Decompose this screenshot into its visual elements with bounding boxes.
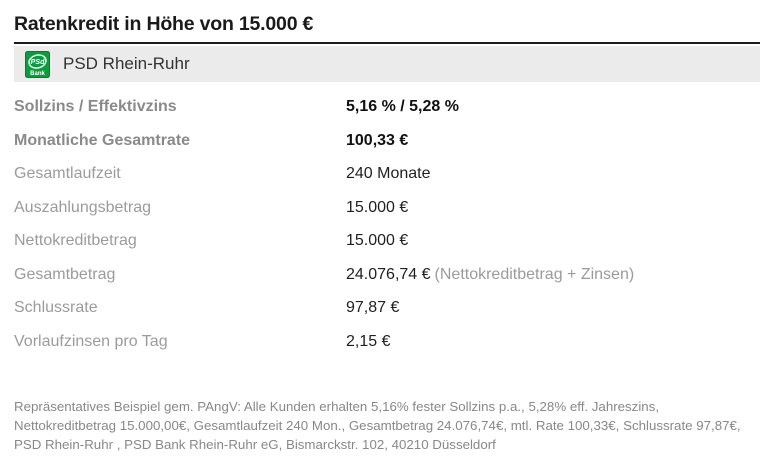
row-value: 15.000 € — [346, 198, 409, 216]
title-divider — [14, 42, 760, 45]
loan-details-table: Sollzins / Effektivzins 5,16 % / 5,28 % … — [14, 90, 760, 358]
row-value: 100,33 € — [346, 131, 409, 149]
table-row-sollzins: Sollzins / Effektivzins 5,16 % / 5,28 % — [14, 90, 760, 124]
row-value-amount: 24.076,74 € — [346, 265, 431, 283]
bank-name: PSD Rhein-Ruhr — [63, 54, 190, 74]
psd-logo-text-top: PSd — [31, 57, 46, 66]
representative-example-disclaimer: Repräsentatives Beispiel gem. PAngV: All… — [14, 399, 741, 453]
page-title: Ratenkredit in Höhe von 15.000 € — [14, 13, 314, 35]
content-container: Ratenkredit in Höhe von 15.000 € PSd Ban… — [14, 0, 760, 454]
row-value: 24.076,74 € (Nettokreditbetrag + Zinsen) — [346, 266, 634, 284]
row-value: 240 Monate — [346, 165, 431, 183]
row-label: Schlussrate — [14, 299, 98, 317]
row-label: Nettokreditbetrag — [14, 232, 137, 250]
row-label: Monatliche Gesamtrate — [14, 131, 191, 149]
row-label: Sollzins / Effektivzins — [14, 98, 177, 116]
psd-logo-text-bottom: Bank — [30, 71, 45, 77]
psd-bank-logo-icon: PSd Bank — [25, 50, 50, 78]
bank-header-bar: PSd Bank PSD Rhein-Ruhr — [14, 46, 760, 83]
row-value-note: (Nettokreditbetrag + Zinsen) — [434, 265, 635, 283]
table-row-gesamtlaufzeit: Gesamtlaufzeit 240 Monate — [14, 157, 760, 191]
row-label: Auszahlungsbetrag — [14, 198, 151, 216]
table-row-schlussrate: Schlussrate 97,87 € — [14, 291, 760, 325]
table-row-nettokreditbetrag: Nettokreditbetrag 15.000 € — [14, 224, 760, 258]
table-row-gesamtbetrag: Gesamtbetrag 24.076,74 € (Nettokreditbetr… — [14, 258, 760, 292]
table-row-gesamtrate: Monatliche Gesamtrate 100,33 € — [14, 124, 760, 158]
row-label: Vorlaufzinsen pro Tag — [14, 332, 168, 350]
row-label: Gesamtlaufzeit — [14, 165, 121, 183]
table-row-auszahlungsbetrag: Auszahlungsbetrag 15.000 € — [14, 191, 760, 225]
row-value: 15.000 € — [346, 232, 409, 250]
row-value: 5,16 % / 5,28 % — [346, 98, 459, 116]
row-label: Gesamtbetrag — [14, 265, 116, 283]
row-value: 2,15 € — [346, 332, 391, 350]
row-value: 97,87 € — [346, 299, 400, 317]
table-row-vorlaufzinsen: Vorlaufzinsen pro Tag 2,15 € — [14, 325, 760, 359]
